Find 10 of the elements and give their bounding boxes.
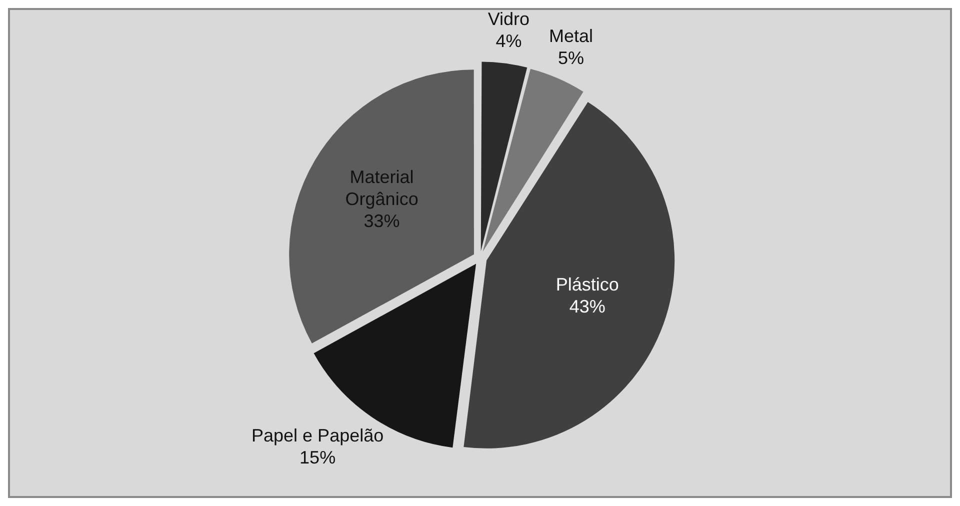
slice-label: Vidro (488, 8, 530, 29)
slice-label: Material Orgânico (345, 166, 418, 209)
data-label: 5% (558, 48, 584, 68)
data-label: 43% (569, 296, 606, 317)
slice-label: Plástico (556, 274, 619, 295)
slice-label: Papel e Papelão (252, 425, 384, 446)
slice-label: Metal (548, 26, 593, 46)
data-label: 4% (496, 30, 522, 51)
data-label: 15% (300, 447, 336, 468)
data-label: 33% (364, 210, 400, 231)
